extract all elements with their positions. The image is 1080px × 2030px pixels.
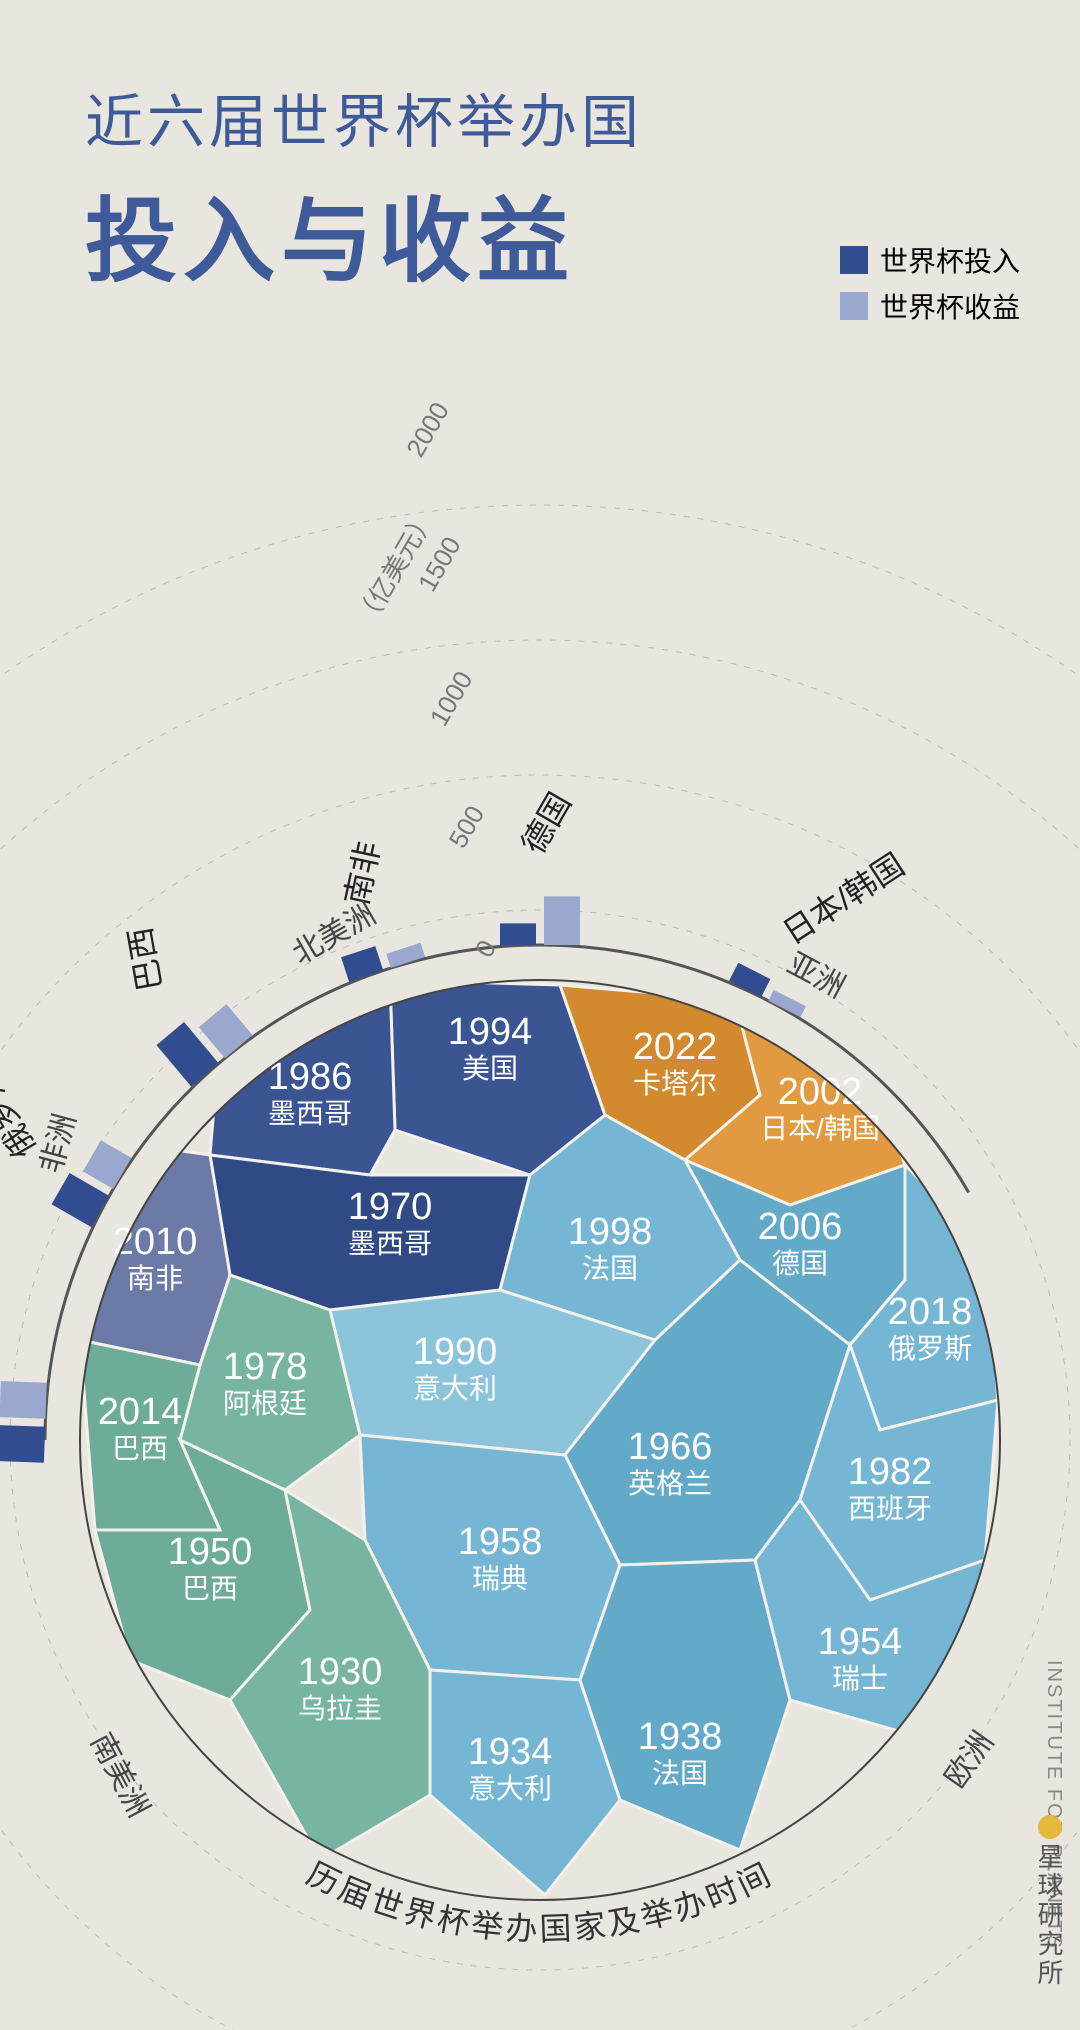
svg-text:巴西: 巴西 bbox=[122, 925, 169, 994]
svg-text:法国: 法国 bbox=[652, 1758, 708, 1789]
svg-text:1994: 1994 bbox=[448, 1011, 533, 1053]
svg-text:德国: 德国 bbox=[515, 786, 578, 859]
svg-text:2022: 2022 bbox=[633, 1026, 718, 1068]
svg-text:0: 0 bbox=[469, 935, 502, 963]
svg-text:英格兰: 英格兰 bbox=[628, 1468, 712, 1499]
svg-text:1998: 1998 bbox=[568, 1211, 653, 1253]
brand-text: 星球研究所 bbox=[1031, 1843, 1068, 1988]
svg-text:2014: 2014 bbox=[98, 1391, 183, 1433]
svg-text:1990: 1990 bbox=[413, 1331, 498, 1373]
chart-stage: 0500100015002000（亿美元）卡塔尔俄罗斯巴西南非德国日本/韩国19… bbox=[0, 0, 1080, 2030]
svg-text:非洲: 非洲 bbox=[35, 1110, 82, 1176]
svg-text:俄罗斯: 俄罗斯 bbox=[888, 1333, 972, 1364]
svg-text:墨西哥: 墨西哥 bbox=[348, 1228, 432, 1259]
svg-text:美国: 美国 bbox=[462, 1053, 518, 1084]
svg-text:法国: 法国 bbox=[582, 1253, 638, 1284]
svg-text:1954: 1954 bbox=[818, 1621, 903, 1663]
svg-text:2000: 2000 bbox=[400, 397, 455, 462]
svg-text:1930: 1930 bbox=[298, 1651, 383, 1693]
svg-text:南美洲: 南美洲 bbox=[84, 1728, 155, 1823]
svg-text:2018: 2018 bbox=[888, 1291, 973, 1333]
svg-text:意大利: 意大利 bbox=[468, 1773, 552, 1804]
svg-text:1986: 1986 bbox=[268, 1056, 353, 1098]
svg-text:瑞典: 瑞典 bbox=[472, 1563, 528, 1594]
svg-text:西班牙: 西班牙 bbox=[848, 1493, 932, 1524]
svg-text:巴西: 巴西 bbox=[112, 1433, 168, 1464]
svg-text:2006: 2006 bbox=[758, 1206, 843, 1248]
svg-text:卡塔尔: 卡塔尔 bbox=[633, 1068, 717, 1099]
svg-text:1978: 1978 bbox=[223, 1346, 308, 1388]
svg-text:1000: 1000 bbox=[424, 666, 479, 731]
svg-text:1938: 1938 bbox=[638, 1716, 723, 1758]
svg-text:亚洲: 亚洲 bbox=[782, 947, 850, 1004]
svg-text:阿根廷: 阿根廷 bbox=[223, 1388, 307, 1419]
svg-text:乌拉圭: 乌拉圭 bbox=[298, 1693, 382, 1724]
svg-text:2002: 2002 bbox=[778, 1071, 863, 1113]
svg-text:日本/韩国: 日本/韩国 bbox=[760, 1113, 880, 1144]
svg-text:意大利: 意大利 bbox=[413, 1373, 497, 1404]
svg-text:日本/韩国: 日本/韩国 bbox=[776, 846, 910, 951]
svg-text:500: 500 bbox=[443, 800, 491, 853]
svg-text:1950: 1950 bbox=[168, 1531, 253, 1573]
svg-text:1970: 1970 bbox=[348, 1186, 433, 1228]
svg-text:南非: 南非 bbox=[127, 1263, 183, 1294]
svg-text:墨西哥: 墨西哥 bbox=[268, 1098, 352, 1129]
svg-text:1934: 1934 bbox=[468, 1731, 553, 1773]
svg-text:1958: 1958 bbox=[458, 1521, 543, 1563]
svg-text:1982: 1982 bbox=[848, 1451, 933, 1493]
svg-text:巴西: 巴西 bbox=[182, 1573, 238, 1604]
brand-logo: 星球研究所 bbox=[1031, 1815, 1068, 1988]
svg-text:1966: 1966 bbox=[628, 1426, 713, 1468]
svg-text:欧洲: 欧洲 bbox=[939, 1726, 1000, 1794]
svg-text:德国: 德国 bbox=[772, 1248, 828, 1279]
svg-text:俄罗斯: 俄罗斯 bbox=[0, 1063, 43, 1164]
svg-text:瑞士: 瑞士 bbox=[832, 1663, 888, 1694]
